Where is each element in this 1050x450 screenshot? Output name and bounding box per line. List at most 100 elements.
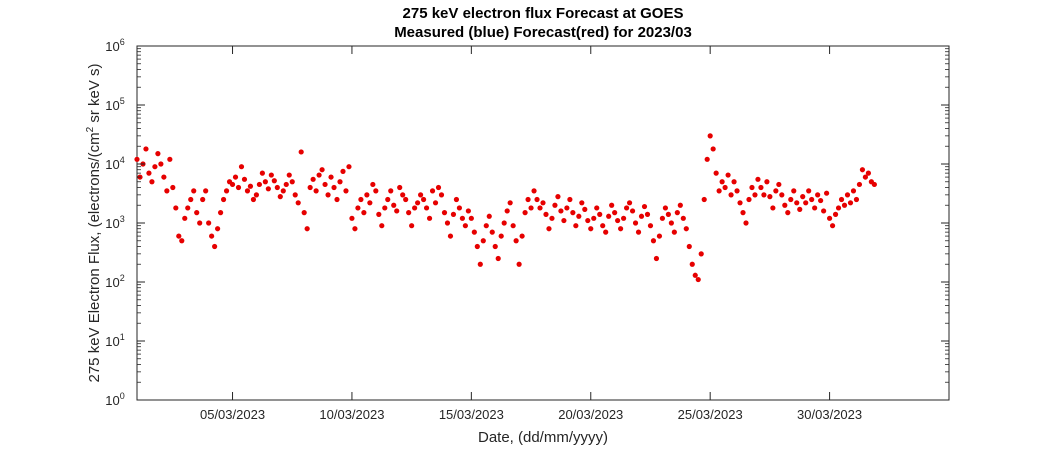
data-point xyxy=(522,210,528,216)
data-point xyxy=(597,211,603,217)
data-point xyxy=(313,188,319,194)
data-point xyxy=(618,226,624,232)
data-point xyxy=(438,192,445,198)
data-point xyxy=(471,229,477,235)
data-point xyxy=(203,188,209,194)
data-point xyxy=(692,272,698,278)
data-point xyxy=(653,255,660,262)
data-point xyxy=(549,215,555,221)
y-tick-exponent: 6 xyxy=(120,37,125,47)
data-point xyxy=(615,217,621,224)
data-point xyxy=(149,179,155,185)
data-point xyxy=(528,205,534,211)
data-point xyxy=(385,196,391,203)
data-point xyxy=(241,176,248,182)
data-point xyxy=(185,205,191,211)
x-axis: 05/03/2023 10/03/2023 15/03/2023 20/03/2023… xyxy=(200,46,862,422)
data-point xyxy=(585,217,591,224)
y-tick-label: 104 xyxy=(105,155,124,172)
data-point xyxy=(507,200,513,206)
data-point xyxy=(397,184,403,191)
data-point xyxy=(426,215,433,221)
data-point xyxy=(247,183,254,189)
data-point xyxy=(373,188,379,194)
data-point xyxy=(567,196,573,203)
data-point xyxy=(850,188,857,194)
data-point xyxy=(474,243,480,250)
data-point xyxy=(540,200,546,206)
y-tick-exponent: 5 xyxy=(120,96,125,106)
data-point xyxy=(677,202,683,208)
data-point xyxy=(220,196,227,203)
data-point xyxy=(570,210,576,216)
data-point xyxy=(394,208,400,214)
data-point xyxy=(740,210,746,216)
data-point xyxy=(632,220,639,226)
x-tick-label: 20/03/2023 xyxy=(558,407,623,422)
data-point xyxy=(564,205,570,211)
data-point xyxy=(609,202,615,208)
data-point xyxy=(447,233,454,239)
data-point xyxy=(352,226,358,232)
data-point xyxy=(659,215,666,221)
x-tick-label: 10/03/2023 xyxy=(319,407,384,422)
data-point xyxy=(498,233,504,239)
data-point xyxy=(746,196,752,203)
data-point xyxy=(277,194,283,200)
data-point xyxy=(582,206,588,212)
data-point xyxy=(340,168,346,174)
data-point xyxy=(489,229,495,235)
data-point xyxy=(173,205,179,211)
data-point xyxy=(752,192,758,198)
y-tick-base: 10 xyxy=(105,216,119,231)
data-point xyxy=(403,196,409,203)
data-point xyxy=(826,215,833,221)
data-point xyxy=(367,200,373,206)
data-point xyxy=(815,192,821,198)
data-point xyxy=(349,215,355,221)
y-tick-base: 10 xyxy=(105,98,119,113)
data-point xyxy=(232,174,239,180)
data-point xyxy=(459,215,465,221)
x-tick-label: 30/03/2023 xyxy=(797,407,862,422)
data-point xyxy=(253,192,260,198)
data-point xyxy=(546,226,552,232)
data-point xyxy=(152,164,158,170)
data-point xyxy=(725,172,731,178)
data-point xyxy=(343,188,349,194)
data-point xyxy=(641,203,648,210)
data-point xyxy=(674,210,680,216)
data-point xyxy=(176,233,182,239)
data-point xyxy=(409,223,415,229)
data-point xyxy=(217,210,224,216)
data-point xyxy=(256,181,262,188)
data-point xyxy=(134,156,140,162)
data-point xyxy=(626,200,633,206)
data-point xyxy=(376,211,382,217)
data-point xyxy=(292,192,298,198)
data-point xyxy=(462,223,468,229)
data-point xyxy=(486,213,492,219)
data-point xyxy=(262,179,268,185)
data-point xyxy=(862,174,869,180)
data-point xyxy=(710,146,716,152)
data-point xyxy=(525,196,531,203)
data-point xyxy=(552,202,558,208)
data-point xyxy=(444,220,451,226)
data-point xyxy=(722,184,728,191)
data-point xyxy=(665,211,671,217)
data-point xyxy=(259,170,265,176)
data-point xyxy=(179,238,185,244)
data-point xyxy=(800,194,806,200)
x-tick-label: 15/03/2023 xyxy=(439,407,504,422)
data-point xyxy=(847,200,854,206)
data-point xyxy=(773,188,779,194)
y-tick-base: 10 xyxy=(105,157,119,172)
data-point xyxy=(504,208,510,214)
y-tick-label: 102 xyxy=(105,273,124,290)
data-point xyxy=(519,233,525,239)
data-point xyxy=(543,211,549,217)
data-point xyxy=(435,184,442,191)
data-point xyxy=(695,276,701,283)
data-point xyxy=(761,192,767,198)
